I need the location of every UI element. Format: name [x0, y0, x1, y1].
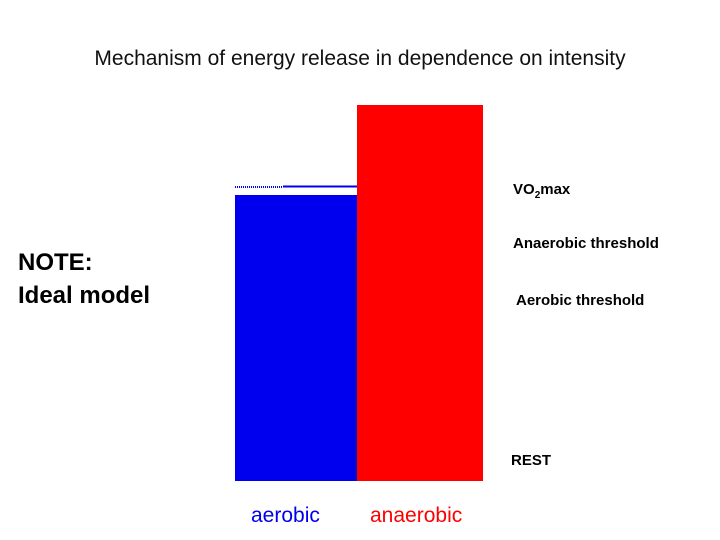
aerobic-category-label: aerobic	[251, 504, 320, 527]
aerobic-bar	[235, 195, 357, 481]
note-line-2: Ideal model	[18, 282, 151, 309]
anaerobic-threshold-label: Anaerobic threshold	[513, 235, 659, 252]
diagram-title: Mechanism of energy release in dependenc…	[94, 47, 626, 70]
vo2max-label-suffix: max	[540, 181, 571, 198]
aerobic-threshold-label: Aerobic threshold	[516, 292, 645, 309]
note-text: NOTE: Ideal model	[18, 246, 150, 312]
anaerobic-bar	[357, 105, 483, 481]
rest-label: REST	[511, 452, 552, 469]
vo2max-label-sub: 2	[534, 190, 541, 201]
vo2max-label-main: VO	[513, 181, 535, 198]
note-line-1: NOTE:	[18, 249, 93, 276]
vo2max-label: VO2max	[513, 181, 570, 201]
anaerobic-category-label: anaerobic	[370, 504, 463, 527]
